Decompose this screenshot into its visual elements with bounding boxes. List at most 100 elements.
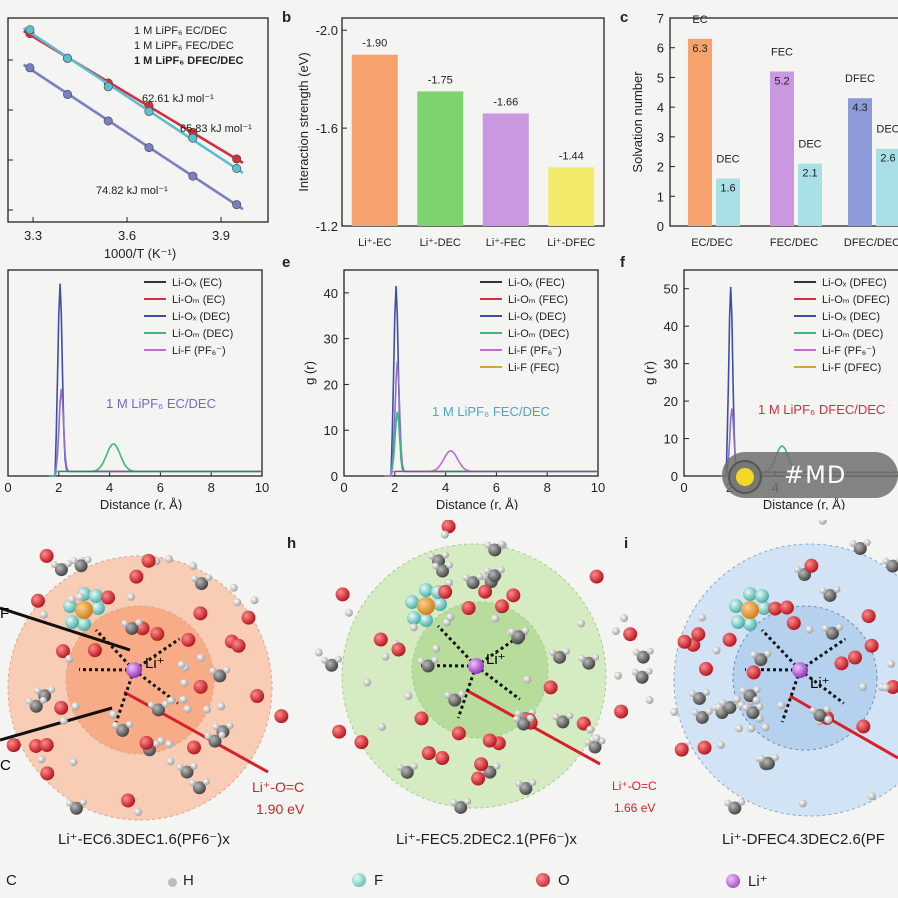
g-oxygen-11 [6,738,21,753]
h-oxygen-57 [482,733,497,748]
b-category-0: Li⁺-EC [358,237,391,249]
solvation-structures: h i Li⁺ Li⁺ Li⁺ F C Li⁺-O=C 1.90 eV Li⁺-… [0,520,898,821]
panel-letter-c: c [620,9,628,26]
i-hydrogen-61 [698,613,707,622]
d-annotation: 1 M LiPF₆ EC/DEC [106,396,216,411]
i-hydrogen-31 [645,696,654,705]
i-carbon-21 [853,542,867,556]
c-bar-1-1 [798,163,822,226]
i-hydrogen-a-36 [702,688,710,696]
g-hydrogen-b-61 [204,732,212,740]
h-hydrogen-a-22 [563,647,571,655]
h-oxygen-59 [471,771,486,786]
b-value-label-3: -1.44 [559,150,584,162]
c-value-label-0-2: 4.3 [852,102,867,114]
g-carbon-57 [180,765,194,779]
e-rdf-curve-3 [384,449,597,477]
f-ytick-3: 30 [664,357,678,372]
h-carbon-28 [588,740,602,754]
g-hydrogen-a-61 [218,731,226,739]
atom-legend-h: H [168,872,194,889]
f-ytick-5: 50 [664,282,678,297]
i-hydrogen-a-21 [863,539,871,547]
d-legend-2: Li-Oₓ (DEC) [172,311,230,323]
g-hydrogen-b-30 [191,575,199,583]
g-oxygen-24 [87,643,102,658]
h-oxygen-3 [614,704,629,719]
i-hydrogen-a-64 [646,647,654,655]
h-hydrogen-a-31 [335,655,343,663]
h-carbon-10 [421,659,435,673]
g-hydrogen-b-63 [121,619,129,627]
d-xtick-1: 2 [55,480,62,495]
h-hydrogen-a-43 [522,627,530,635]
e-xtick-2: 4 [442,480,449,495]
h-hydrogen-20 [409,623,418,632]
i-hydrogen-23 [735,724,744,733]
i-hydrogen-a-55 [764,650,772,658]
e-xlabel: Distance (r, Å) [436,497,518,510]
h-carbon-68 [466,576,480,590]
i-fluorine-5 [755,589,769,603]
i-hydrogen-47 [761,723,770,732]
f-ytick-4: 40 [664,319,678,334]
h-hydrogen-a-21 [529,779,537,787]
g-hydrogen-55 [166,757,175,766]
i-fluorine-1 [757,601,771,615]
b-category-3: Li⁺-DFEC [547,237,595,249]
a-fit-line-2 [22,63,244,211]
g-hydrogen-68 [109,710,118,719]
i-hydrogen-59 [867,792,876,801]
h-hydrogen-b-68 [462,574,470,582]
h-oxygen-50 [494,599,509,614]
h-carbon-31 [325,658,339,672]
h-hydrogen-58 [404,692,413,701]
formula-caption-i: Li⁺-DFEC4.3DEC2.6(PF [722,830,885,848]
i-hydrogen-a-48 [823,705,831,713]
h-oxygen-37 [474,757,489,772]
d-xtick-4: 8 [208,480,215,495]
f-ytick-0: 0 [671,469,678,484]
i-oxygen-66 [677,634,692,649]
h-hydrogen-a-68 [476,573,484,581]
h-oxygen-55 [623,627,638,642]
h-oxygen-8 [441,520,456,534]
g-hydrogen-b-40 [209,667,217,675]
h-carbon-44 [448,693,462,707]
h-fluorine-1 [433,597,447,611]
e-xtick-1: 2 [391,480,398,495]
g-oxygen-21 [250,689,265,704]
h-carbon-53 [517,717,531,731]
h-lithium [468,658,484,674]
g-hydrogen-32 [39,610,48,619]
i-hydrogen-53 [824,715,833,724]
d-xtick-3: 6 [157,480,164,495]
f-legend-3: Li-Oₘ (DEC) [822,328,883,340]
h-oxygen-40 [576,716,591,731]
i-hydrogen-38 [859,682,868,691]
g-fluorine-5 [89,589,103,603]
li-label-h: Li⁺ [486,651,506,668]
g-hydrogen-23 [217,702,226,711]
b-bar-1 [417,91,464,226]
g-hydrogen-51 [65,654,74,663]
e-xtick-3: 6 [493,480,500,495]
rdf-chart-ec-dec: 0 2 4 6 8 10 Distance (r, Å) Li-Oₓ (EC) Li-Oₘ (E… [4,269,269,510]
bond-energy-g: 1.90 eV [256,801,305,817]
h-oxygen-41 [438,584,453,599]
i-hydrogen-b-25 [819,586,827,594]
c-ytick-2: 2 [657,160,664,175]
a-point-2-3 [144,143,154,153]
i-hydrogen-b-29 [724,799,732,807]
f-legend-4: Li-F (PF₆⁻) [822,345,876,357]
g-hydrogen-62 [233,598,242,607]
g-hydrogen-65 [134,808,143,817]
a-point-2-0 [25,63,35,73]
d-legend-3: Li-Oₘ (DEC) [172,328,233,340]
b-ytick-1: -1.6 [316,121,338,136]
g-hydrogen-39 [177,660,186,669]
a-xlabel: 1000/T (K⁻¹) [104,246,176,261]
b-ytick-0: -2.0 [316,23,338,38]
h-carbon-35 [400,765,414,779]
h-hydrogen-a-38 [498,540,506,548]
